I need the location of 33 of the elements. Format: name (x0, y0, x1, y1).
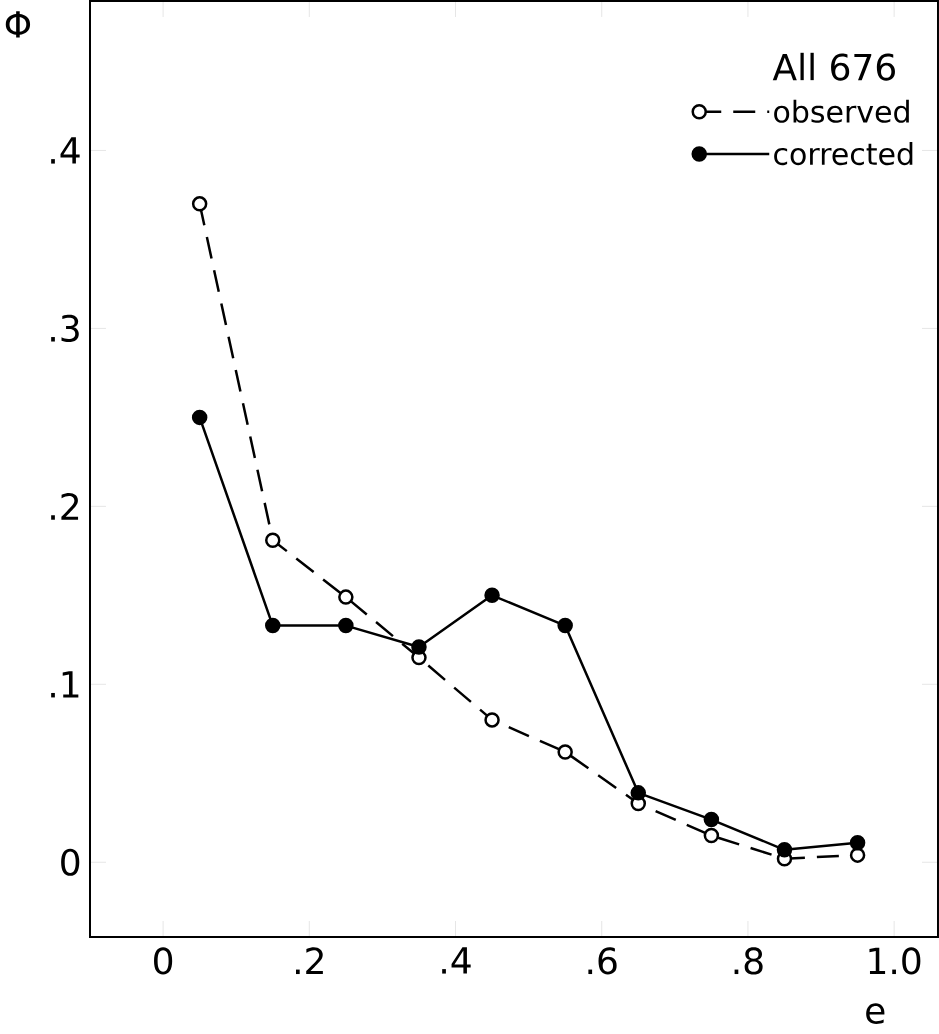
x-tick-label: .6 (588, 947, 617, 975)
point (776, 842, 793, 858)
point (191, 409, 208, 426)
y-axis-title: Φ (5, 11, 31, 38)
point (630, 785, 647, 801)
y-tick-label: .1 (51, 671, 79, 698)
x-tick-label: .2 (295, 947, 323, 975)
x-axis-title: e (866, 1003, 885, 1024)
point (484, 712, 500, 728)
x-tick-label: 0 (154, 947, 173, 975)
legend-title: All 676 (772, 52, 895, 81)
point (849, 834, 866, 851)
point (557, 744, 573, 760)
point (338, 589, 354, 605)
point (265, 617, 281, 634)
x-tick-label: .4 (442, 947, 471, 974)
point (849, 847, 866, 863)
point (557, 617, 573, 634)
point (703, 811, 720, 828)
y-tick-label: 0 (61, 848, 80, 876)
legend-label: observed (774, 99, 909, 123)
y-tick-label: .2 (51, 493, 79, 520)
x-tick-label: 1.0 (869, 947, 921, 975)
point (265, 532, 281, 548)
point (411, 639, 427, 655)
point (703, 827, 720, 844)
point (484, 587, 500, 604)
x-tick-label: .8 (734, 947, 763, 975)
point (338, 617, 354, 634)
y-tick-label: .3 (51, 314, 79, 343)
point (191, 196, 208, 212)
y-tick-label: .4 (51, 137, 80, 164)
legend-label: corrected (774, 141, 913, 166)
